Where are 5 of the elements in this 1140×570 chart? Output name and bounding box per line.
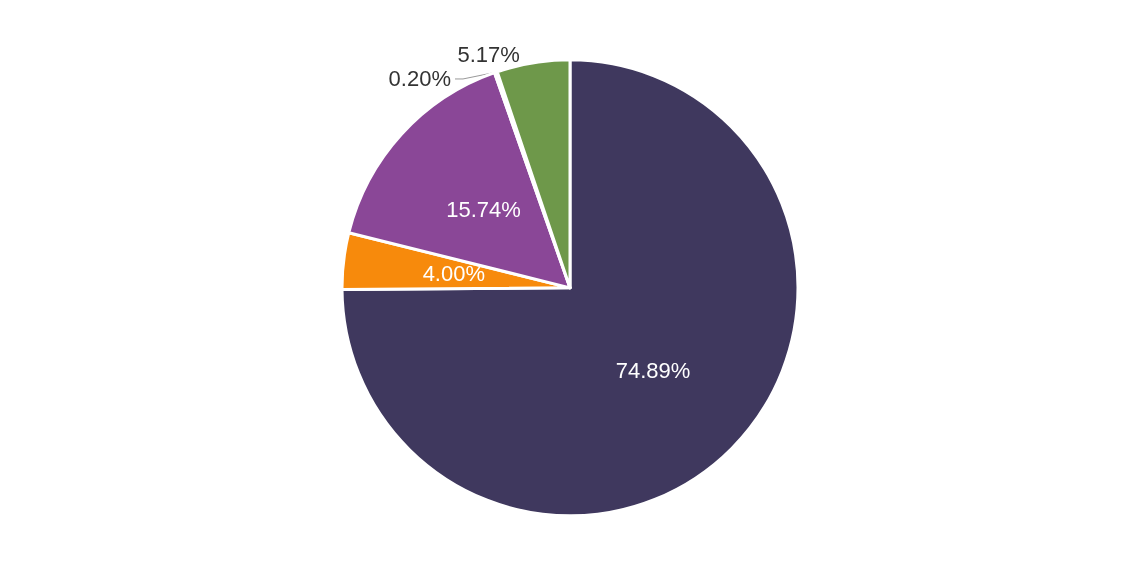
data-label: 15.74% [446,196,521,222]
data-label: 5.17% [457,42,520,68]
data-label: 74.89% [615,357,691,383]
data-label: 4.00% [422,261,486,287]
data-label: 0.20% [388,66,452,92]
